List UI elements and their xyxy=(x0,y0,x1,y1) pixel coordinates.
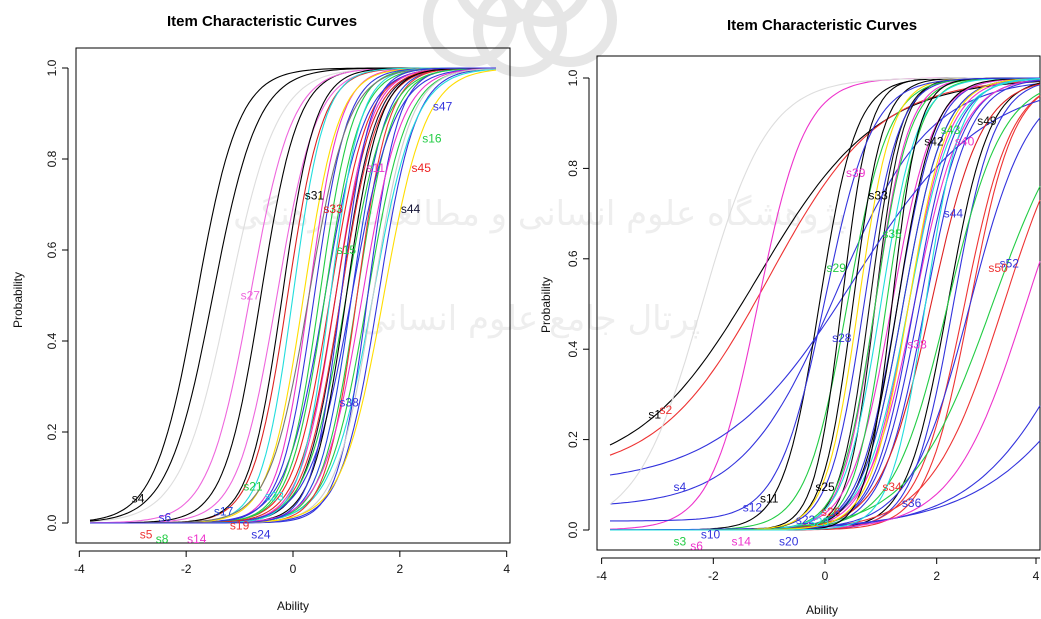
left-y-axis: 0.0 0.2 0.4 0.6 0.8 1.0 xyxy=(45,59,69,531)
item-label-s34: s34 xyxy=(882,480,902,494)
watermark-text-2: پرتال جامع علوم انسانی xyxy=(360,299,700,339)
left-y-tick-label: 0.0 xyxy=(45,514,59,531)
item-label-s44: s44 xyxy=(944,207,964,221)
icc-curve xyxy=(609,77,1040,505)
icc-curve xyxy=(90,67,496,524)
icc-curve xyxy=(609,99,1041,476)
item-label-s3: s3 xyxy=(673,534,686,548)
item-label-s27: s27 xyxy=(241,289,261,303)
right-y-tick-label: 1.0 xyxy=(566,69,580,86)
right-plot-frame xyxy=(596,55,1041,551)
item-label-s52: s52 xyxy=(1000,256,1020,270)
item-label-s28: s28 xyxy=(832,331,852,345)
right-y-axis: 0.0 0.2 0.4 0.6 0.8 1.0 xyxy=(566,69,590,538)
item-label-s24: s24 xyxy=(251,527,271,541)
item-label-s44: s44 xyxy=(401,202,421,216)
item-label-s42: s42 xyxy=(924,134,944,148)
item-label-s47: s47 xyxy=(433,100,453,114)
item-label-s4: s4 xyxy=(132,491,145,505)
item-label-s14: s14 xyxy=(732,534,752,548)
right-y-tick-label: 0.4 xyxy=(566,341,580,358)
item-label-s12: s12 xyxy=(743,500,763,514)
left-x-axis-label: Ability xyxy=(277,599,309,613)
right-x-tick-label: 4 xyxy=(1033,569,1040,583)
right-x-axis: -4 -2 0 2 4 xyxy=(596,557,1040,583)
left-x-tick-label: 2 xyxy=(396,562,403,576)
right-curves xyxy=(609,77,1041,531)
left-chart-panel: Item Characteristic Curves -4 -2 0 2 4 0.00.… xyxy=(11,13,511,613)
right-y-tick-label: 0.6 xyxy=(566,250,580,267)
right-chart-title: Item Characteristic Curves xyxy=(727,17,917,34)
item-label-s16: s16 xyxy=(422,132,442,146)
right-y-axis-label: Probability xyxy=(539,277,553,333)
left-curves xyxy=(89,67,497,524)
item-label-s15: s15 xyxy=(337,243,357,257)
item-label-s49: s49 xyxy=(977,114,997,128)
left-y-tick-label: 1.0 xyxy=(45,59,59,76)
right-y-tick-label: 0.8 xyxy=(566,160,580,177)
right-y-tick-label: 0.2 xyxy=(566,431,580,448)
item-label-s23: s23 xyxy=(265,490,285,504)
left-y-tick-label: 0.2 xyxy=(45,423,59,440)
item-label-s1: s1 xyxy=(648,408,661,422)
item-label-s4: s4 xyxy=(673,480,686,494)
right-x-tick-label: 0 xyxy=(822,569,829,583)
item-label-s26: s26 xyxy=(821,505,841,519)
item-label-s21: s21 xyxy=(243,480,263,494)
left-x-tick-label: 0 xyxy=(290,562,297,576)
item-label-s10: s10 xyxy=(701,528,721,542)
item-label-s45: s45 xyxy=(412,161,432,175)
left-x-tick-label: -2 xyxy=(181,562,192,576)
right-x-tick-label: -2 xyxy=(708,569,719,583)
left-x-tick-label: -4 xyxy=(74,562,85,576)
left-x-axis: -4 -2 0 2 4 xyxy=(74,550,510,576)
item-label-s50: s50 xyxy=(988,261,1008,275)
left-x-tick-label: 4 xyxy=(503,562,510,576)
right-x-tick-label: -4 xyxy=(596,569,607,583)
icc-curve xyxy=(610,77,1041,522)
item-label-s25: s25 xyxy=(815,480,835,494)
item-label-s33: s33 xyxy=(323,202,343,216)
item-label-s23: s23 xyxy=(810,515,830,529)
item-label-s6: s6 xyxy=(158,511,171,525)
right-x-axis-label: Ability xyxy=(806,603,838,617)
right-chart-panel: Item Characteristic Curves -4 -2 0 2 4 0.00.… xyxy=(539,17,1041,617)
item-label-s29: s29 xyxy=(827,261,847,275)
item-label-s40: s40 xyxy=(955,134,975,148)
item-label-s22: s22 xyxy=(796,513,816,527)
item-label-s2: s2 xyxy=(659,403,672,417)
item-label-s20: s20 xyxy=(779,534,799,548)
item-label-s38: s38 xyxy=(339,395,359,409)
item-label-s39: s39 xyxy=(846,166,866,180)
watermark: پژوهشگاه علوم انسانی و مطالعات فرهنگی پر… xyxy=(233,0,847,339)
item-label-s36: s36 xyxy=(902,496,922,510)
left-y-tick-label: 0.6 xyxy=(45,241,59,258)
item-label-s38: s38 xyxy=(907,338,927,352)
item-label-s35: s35 xyxy=(882,227,902,241)
item-label-s31: s31 xyxy=(305,188,325,202)
right-y-tick-label: 0.0 xyxy=(566,521,580,538)
item-label-s43: s43 xyxy=(941,123,961,137)
left-y-axis-label: Probability xyxy=(11,272,25,328)
item-label-s5: s5 xyxy=(140,527,153,541)
item-label-s11: s11 xyxy=(760,491,779,505)
item-label-s11: s11 xyxy=(367,161,386,175)
right-x-tick-label: 2 xyxy=(933,569,940,583)
item-label-s19: s19 xyxy=(230,518,250,532)
left-y-tick-label: 0.8 xyxy=(45,150,59,167)
item-label-s14: s14 xyxy=(187,532,207,546)
watermark-rosette-icon xyxy=(423,0,617,77)
item-label-s33: s33 xyxy=(868,189,888,203)
left-plot-frame xyxy=(75,47,511,544)
item-label-s8: s8 xyxy=(156,532,169,546)
left-y-tick-label: 0.4 xyxy=(45,332,59,349)
left-chart-title: Item Characteristic Curves xyxy=(167,13,357,30)
icc-curve xyxy=(610,78,1041,531)
item-label-s17: s17 xyxy=(214,505,234,519)
item-label-s6: s6 xyxy=(690,539,703,553)
